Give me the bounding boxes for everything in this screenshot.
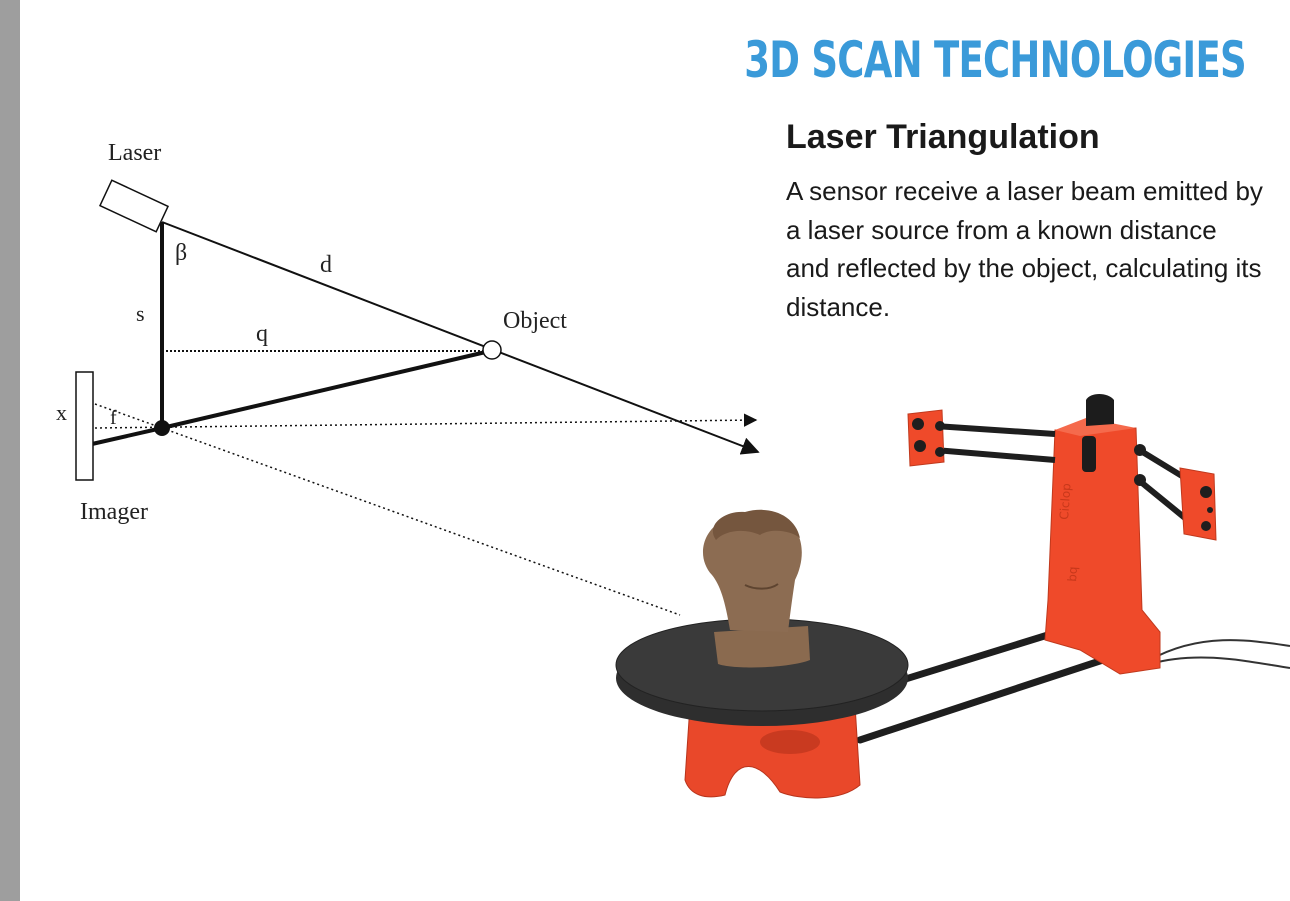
beam-d <box>161 221 760 455</box>
slide-subtitle: Laser Triangulation <box>786 118 1100 156</box>
laser-left-bolt <box>935 447 945 457</box>
laser-arm-left-upper <box>934 423 1056 437</box>
laser-right-bolt <box>1134 444 1146 456</box>
label-q: q <box>256 321 268 347</box>
object-point <box>482 340 502 360</box>
scanner-cable <box>1149 656 1290 669</box>
dotted-ray-upper <box>94 403 163 429</box>
scanner-cable <box>1149 639 1290 661</box>
bust-base <box>714 626 810 668</box>
slide-left-bar <box>0 0 20 901</box>
reflected-beam <box>161 349 491 430</box>
bust-mouth <box>744 583 779 590</box>
laser-right-bolt <box>1207 507 1213 513</box>
label-s: s <box>136 301 145 326</box>
laser-right-mount <box>1179 467 1217 541</box>
laser-right-bolt <box>1200 486 1212 498</box>
slide-title: 3D SCAN TECHNOLOGIES <box>744 31 1246 89</box>
scanner-tower-top <box>1055 418 1136 436</box>
scanner-rod <box>856 653 1116 744</box>
triangulation-diagram: Laser β d s q Object x f Imager <box>56 140 760 616</box>
label-imager: Imager <box>80 499 148 525</box>
laser-right-bolt <box>1201 521 1211 531</box>
scanner-brand-text: bq <box>1065 566 1080 582</box>
laser-left-mount <box>907 409 945 467</box>
imager-sensor <box>75 371 94 481</box>
scanner-camera <box>1086 394 1114 426</box>
bust-head <box>702 511 802 632</box>
slide-description: A sensor receive a laser beam emitted by… <box>786 176 1263 322</box>
laser-arm-right-lower <box>1134 475 1187 521</box>
label-object: Object <box>503 308 567 334</box>
bust-hair <box>712 509 800 540</box>
label-x: x <box>56 400 67 425</box>
label-d: d <box>320 252 332 278</box>
scanner-camera-lens <box>1082 436 1096 472</box>
laser-arm-left-lower <box>934 447 1056 463</box>
laser-right-bolt <box>1134 474 1146 486</box>
laser-left-bolt <box>912 418 924 430</box>
label-beta: β <box>175 240 187 266</box>
laser-left-bolt <box>914 440 926 452</box>
scanner-brand-text: Ciclop <box>1057 483 1074 520</box>
turntable-base-shadow <box>760 730 820 754</box>
optical-axis <box>94 413 758 429</box>
laser-left-bolt <box>935 421 945 431</box>
lens-point <box>154 420 170 436</box>
scanner-photo: Ciclop bq <box>615 394 1290 799</box>
label-laser: Laser <box>108 140 161 166</box>
dotted-ray-lower <box>161 427 681 616</box>
imager-ray <box>91 426 163 446</box>
laser-source-box <box>98 179 170 233</box>
label-f: f <box>110 407 117 429</box>
scanner-tower <box>1044 427 1161 675</box>
